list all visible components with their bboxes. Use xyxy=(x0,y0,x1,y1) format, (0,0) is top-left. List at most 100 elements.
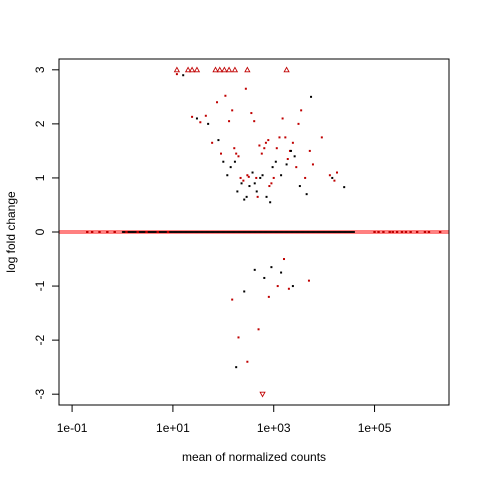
data-point xyxy=(231,109,234,112)
data-point xyxy=(255,190,258,193)
data-point xyxy=(224,94,227,97)
data-point xyxy=(247,175,250,178)
clipped-up-point xyxy=(231,66,239,73)
data-point xyxy=(220,152,223,155)
data-point xyxy=(242,179,245,182)
data-point xyxy=(222,160,225,163)
data-point xyxy=(288,149,291,152)
data-point xyxy=(248,185,251,188)
data-point xyxy=(427,231,431,233)
y-tick-label: 3 xyxy=(33,66,47,73)
y-tick-label: 1 xyxy=(33,174,47,181)
y-axis: -3 -2 -1 0 1 2 3 xyxy=(33,66,60,400)
data-point xyxy=(233,147,236,150)
data-point xyxy=(166,231,170,233)
data-point xyxy=(404,231,408,233)
data-point xyxy=(156,231,159,233)
data-point xyxy=(278,136,281,139)
data-point xyxy=(243,198,246,201)
y-axis-title: log fold change xyxy=(4,191,18,273)
data-point xyxy=(285,163,288,166)
data-point xyxy=(235,366,238,369)
y-tick-label: 2 xyxy=(33,120,47,127)
clipped-up-point xyxy=(216,66,223,73)
data-point xyxy=(280,174,283,177)
data-point xyxy=(199,121,202,124)
data-point xyxy=(175,73,178,76)
data-point xyxy=(231,298,234,301)
data-point xyxy=(308,149,311,152)
data-point xyxy=(415,231,419,233)
data-point xyxy=(388,231,391,233)
data-point xyxy=(271,166,274,169)
data-point xyxy=(307,279,310,282)
data-point xyxy=(382,231,385,233)
data-point xyxy=(276,285,279,288)
data-point xyxy=(289,149,292,152)
clipped-up-point xyxy=(244,66,251,73)
data-point xyxy=(256,195,259,198)
data-point xyxy=(251,171,254,174)
x-tick-label: 1e+03 xyxy=(257,421,291,435)
data-point xyxy=(287,287,290,290)
x-axis: 1e-01 1e+01 1e+03 1e+05 xyxy=(57,404,392,435)
data-point xyxy=(438,231,442,233)
data-point xyxy=(320,136,323,139)
data-point xyxy=(207,122,210,125)
data-point xyxy=(204,114,207,117)
data-point xyxy=(257,328,260,331)
data-point xyxy=(293,155,296,158)
data-point xyxy=(283,258,286,261)
data-point xyxy=(226,174,229,177)
data-point xyxy=(98,231,101,233)
data-point xyxy=(333,179,336,182)
points-layer xyxy=(86,66,442,398)
data-point xyxy=(391,231,394,233)
data-point xyxy=(395,231,399,233)
data-point xyxy=(286,158,289,161)
clipped-up-point xyxy=(225,66,233,73)
data-point xyxy=(145,231,148,233)
data-point xyxy=(310,95,313,98)
data-point xyxy=(331,176,334,179)
data-point xyxy=(253,182,256,185)
data-point xyxy=(235,152,238,155)
data-point xyxy=(246,360,249,363)
data-point xyxy=(245,195,248,198)
data-point xyxy=(328,174,331,177)
data-point xyxy=(263,276,266,279)
data-point xyxy=(291,285,294,288)
data-point xyxy=(253,120,256,123)
data-point xyxy=(239,176,242,179)
data-point xyxy=(237,155,240,158)
data-point xyxy=(240,182,243,185)
data-point xyxy=(335,171,338,174)
zero-band-point xyxy=(353,231,355,233)
data-point xyxy=(284,136,287,139)
data-point xyxy=(300,109,303,112)
data-point xyxy=(191,115,194,118)
data-point xyxy=(253,268,256,271)
data-point xyxy=(260,152,263,155)
data-point xyxy=(297,122,300,125)
data-point xyxy=(281,117,284,120)
data-point xyxy=(400,231,404,233)
x-tick-label: 1e-01 xyxy=(57,421,88,435)
data-point xyxy=(304,176,307,179)
data-point xyxy=(270,182,273,185)
data-point xyxy=(267,139,270,142)
data-point xyxy=(268,185,271,188)
y-tick-label: -3 xyxy=(33,389,47,400)
data-point xyxy=(305,193,308,196)
clipped-up-point xyxy=(283,66,290,73)
data-point xyxy=(236,190,239,193)
data-point xyxy=(211,141,214,144)
y-tick-label: 0 xyxy=(33,228,47,235)
data-point xyxy=(255,176,258,179)
data-point xyxy=(265,195,268,198)
data-point xyxy=(243,290,246,293)
data-point xyxy=(373,231,376,233)
data-point xyxy=(261,174,264,177)
data-point xyxy=(233,160,236,163)
data-point xyxy=(217,139,220,142)
